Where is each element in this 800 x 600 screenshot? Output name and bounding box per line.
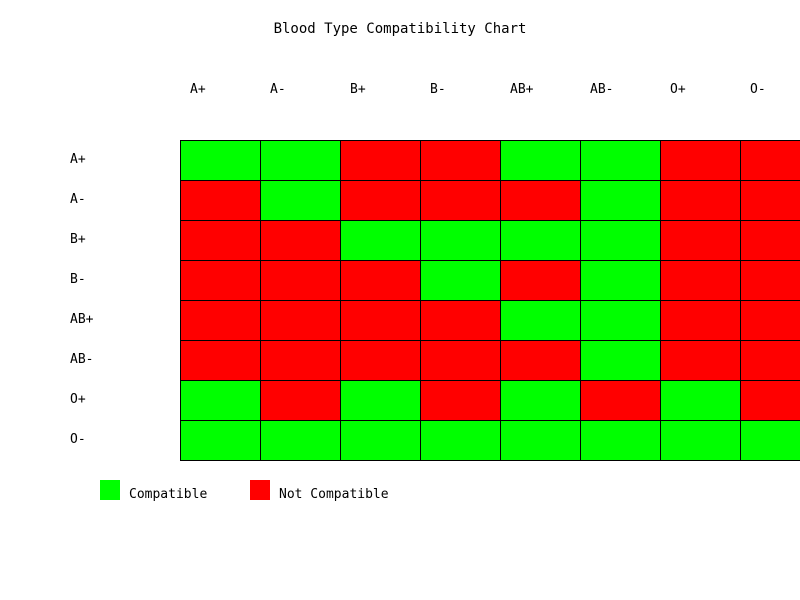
heatmap-cell [580, 180, 661, 221]
heatmap-cell [660, 420, 741, 461]
heatmap-cell [340, 180, 421, 221]
heatmap-cell [420, 180, 501, 221]
heatmap-cell [340, 140, 421, 181]
row-header-label: B- [70, 272, 86, 287]
heatmap-cell [340, 380, 421, 421]
heatmap-cell [580, 140, 661, 181]
heatmap-cell [260, 420, 341, 461]
column-header-label: AB+ [510, 82, 534, 97]
heatmap-cell [500, 140, 581, 181]
heatmap-cell [420, 300, 501, 341]
heatmap-cell [180, 340, 261, 381]
legend-swatch [100, 480, 120, 500]
heatmap-cell [180, 260, 261, 301]
legend-label: Not Compatible [279, 487, 389, 502]
row-header-label: AB- [70, 352, 93, 367]
heatmap-cell [420, 340, 501, 381]
heatmap-cell [660, 380, 741, 421]
heatmap-cell [660, 300, 741, 341]
heatmap-cell [420, 380, 501, 421]
heatmap-cell [340, 340, 421, 381]
heatmap-cell [740, 180, 800, 221]
heatmap-cell [180, 140, 261, 181]
heatmap-cell [580, 420, 661, 461]
column-header-label: B- [430, 82, 446, 97]
heatmap-cell [660, 220, 741, 261]
heatmap-cell [420, 140, 501, 181]
heatmap-cell [260, 180, 341, 221]
heatmap-cell [660, 180, 741, 221]
column-header-label: O- [750, 82, 766, 97]
row-header-label: A- [70, 192, 86, 207]
heatmap-cell [740, 140, 800, 181]
heatmap-cell [340, 420, 421, 461]
column-header-label: O+ [670, 82, 686, 97]
chart-title: Blood Type Compatibility Chart [274, 21, 527, 37]
heatmap-cell [260, 300, 341, 341]
heatmap-cell [740, 380, 800, 421]
heatmap-cell [500, 220, 581, 261]
legend-label: Compatible [129, 487, 207, 502]
heatmap-cell [420, 220, 501, 261]
heatmap-cell [740, 340, 800, 381]
heatmap-cell [580, 380, 661, 421]
heatmap-cell [260, 260, 341, 301]
row-header-labels: A+ A- B+ B- AB+ AB- O+ O- [70, 152, 94, 447]
row-header-label: A+ [70, 152, 86, 167]
heatmap-cell [740, 220, 800, 261]
heatmap-cell [180, 220, 261, 261]
row-header-label: O+ [70, 392, 86, 407]
row-header-label: AB+ [70, 312, 94, 327]
heatmap-cell [500, 300, 581, 341]
heatmap-cell [740, 300, 800, 341]
heatmap-cell [260, 380, 341, 421]
legend-swatch [250, 480, 270, 500]
heatmap-cells [180, 140, 800, 461]
column-header-labels: A+ A- B+ B- AB+ AB- O+ O- [190, 82, 766, 97]
column-header-label: AB- [590, 82, 613, 97]
heatmap-cell [260, 140, 341, 181]
heatmap-cell [660, 260, 741, 301]
row-header-label: O- [70, 432, 86, 447]
heatmap-cell [500, 380, 581, 421]
heatmap-cell [340, 260, 421, 301]
heatmap-cell [180, 380, 261, 421]
heatmap-cell [580, 220, 661, 261]
heatmap-cell [580, 260, 661, 301]
heatmap-cell [500, 260, 581, 301]
heatmap-cell [420, 420, 501, 461]
column-header-label: A- [270, 82, 286, 97]
heatmap-cell [260, 340, 341, 381]
heatmap-cell [180, 420, 261, 461]
heatmap-cell [180, 180, 261, 221]
heatmap-cell [340, 220, 421, 261]
heatmap-cell [580, 300, 661, 341]
heatmap-cell [660, 140, 741, 181]
heatmap-cell [740, 260, 800, 301]
heatmap-cell [500, 180, 581, 221]
heatmap-cell [500, 420, 581, 461]
heatmap-cell [340, 300, 421, 341]
heatmap-cell [500, 340, 581, 381]
heatmap-cell [660, 340, 741, 381]
row-header-label: B+ [70, 232, 86, 247]
column-header-label: B+ [350, 82, 366, 97]
heatmap-cell [580, 340, 661, 381]
heatmap-cell [260, 220, 341, 261]
heatmap-cell [180, 300, 261, 341]
column-header-label: A+ [190, 82, 206, 97]
chart-legend: Compatible Not Compatible [100, 480, 389, 502]
heatmap-cell [740, 420, 800, 461]
heatmap-cell [420, 260, 501, 301]
